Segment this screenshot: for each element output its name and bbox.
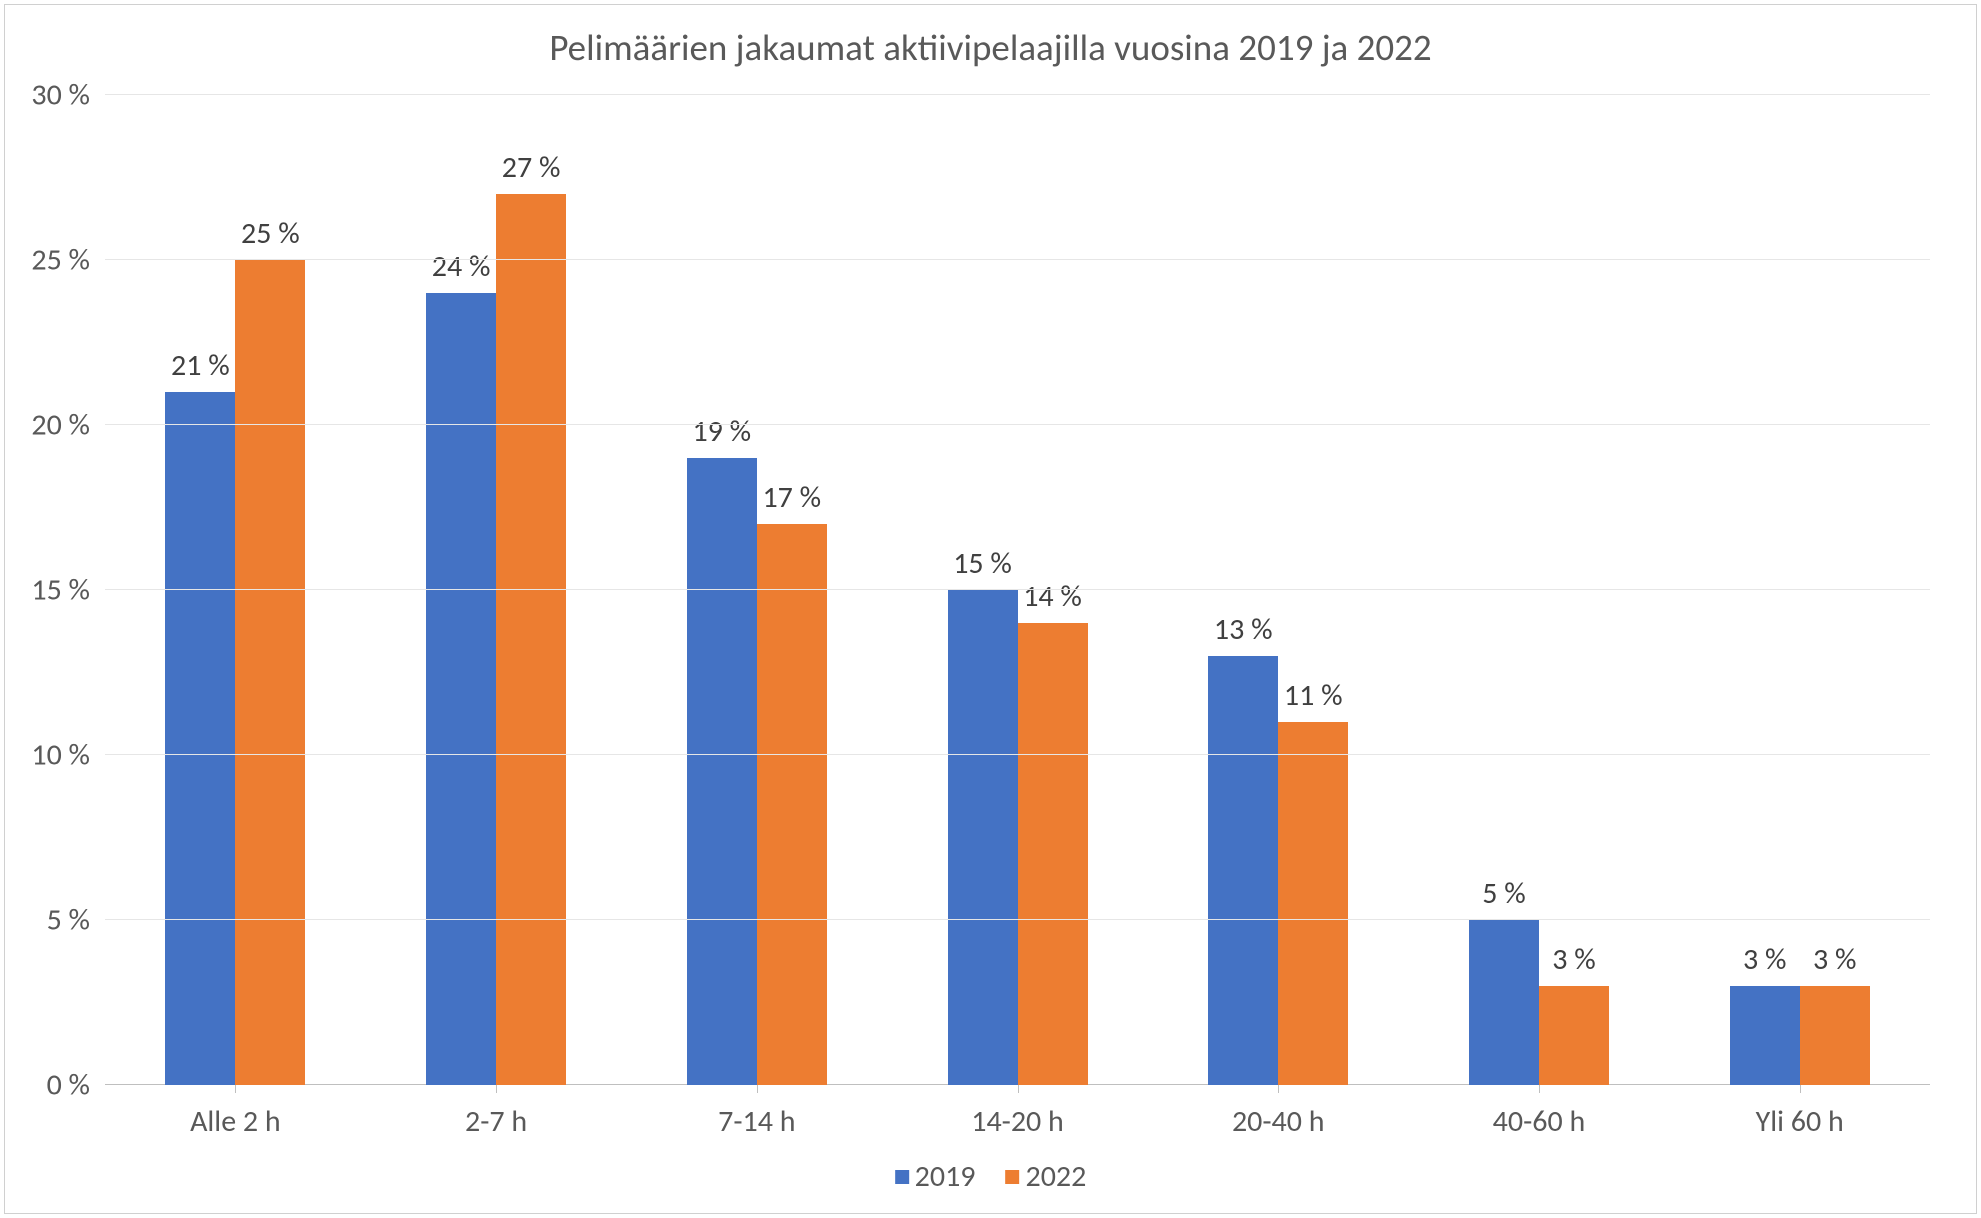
plot-area: 21 %25 %Alle 2 h24 %27 %2-7 h19 %17 %7-1… [105,95,1930,1085]
bar-2022: 17 % [757,524,827,1085]
legend-item-2022: 2022 [1006,1158,1087,1195]
bar-2019: 3 % [1730,986,1800,1085]
category-group: 3 %3 %Yli 60 h [1669,95,1930,1085]
category-group: 5 %3 %40-60 h [1409,95,1670,1085]
chart-title: Pelimäärien jakaumat aktiivipelaajilla v… [5,5,1976,70]
legend-swatch [895,1170,909,1184]
category-group: 13 %11 %20-40 h [1148,95,1409,1085]
grid-line [105,754,1930,755]
y-axis-label: 10 % [31,737,105,774]
x-axis-label: 2-7 h [465,1103,527,1140]
x-axis-label: Yli 60 h [1756,1103,1844,1140]
bar-2022: 14 % [1018,623,1088,1085]
bar-2022: 27 % [496,194,566,1085]
bar-2022: 25 % [235,260,305,1085]
legend-swatch [1006,1170,1020,1184]
y-axis-label: 0 % [47,1067,105,1104]
category-group: 19 %17 %7-14 h [626,95,887,1085]
bar-data-label: 27 % [502,149,561,186]
bar-2019: 5 % [1469,920,1539,1085]
x-axis-tick [235,1085,236,1093]
grid-line [105,589,1930,590]
x-axis-label: 14-20 h [971,1103,1064,1140]
x-axis-label: 7-14 h [718,1103,795,1140]
x-axis-tick [1539,1085,1540,1093]
category-group: 24 %27 %2-7 h [366,95,627,1085]
legend: 2019 2022 [895,1158,1087,1195]
bar-data-label: 24 % [432,248,491,285]
bar-2022: 11 % [1278,722,1348,1085]
grid-line [105,919,1930,920]
legend-item-2019: 2019 [895,1158,976,1195]
bar-data-label: 21 % [171,347,230,384]
grid-line [105,424,1930,425]
x-axis-tick [496,1085,497,1093]
bar-2022: 3 % [1539,986,1609,1085]
x-axis-label: 40-60 h [1493,1103,1586,1140]
x-axis-tick [1800,1085,1801,1093]
bar-data-label: 13 % [1214,611,1273,648]
y-axis-label: 15 % [31,572,105,609]
bar-data-label: 17 % [762,479,821,516]
bar-2019: 13 % [1208,656,1278,1085]
bars-area: 21 %25 %Alle 2 h24 %27 %2-7 h19 %17 %7-1… [105,95,1930,1085]
bar-data-label: 15 % [953,545,1012,582]
bar-2019: 19 % [687,458,757,1085]
legend-label: 2022 [1026,1158,1087,1195]
y-axis-label: 20 % [31,407,105,444]
bar-data-label: 25 % [241,215,300,252]
legend-label: 2019 [915,1158,976,1195]
bar-data-label: 3 % [1743,941,1786,978]
bar-data-label: 14 % [1023,578,1082,615]
bar-data-label: 11 % [1284,677,1343,714]
bar-2022: 3 % [1800,986,1870,1085]
bar-data-label: 19 % [692,413,751,450]
x-axis-tick [1278,1085,1279,1093]
category-group: 21 %25 %Alle 2 h [105,95,366,1085]
bar-data-label: 5 % [1482,875,1525,912]
grid-line [105,94,1930,95]
chart-container: Pelimäärien jakaumat aktiivipelaajilla v… [4,4,1977,1214]
bar-data-label: 3 % [1813,941,1856,978]
y-axis-label: 30 % [31,77,105,114]
category-group: 15 %14 %14-20 h [887,95,1148,1085]
bar-2019: 21 % [165,392,235,1085]
bar-2019: 24 % [426,293,496,1085]
x-axis-tick [757,1085,758,1093]
y-axis-label: 5 % [47,902,105,939]
bar-data-label: 3 % [1552,941,1595,978]
x-axis-label: 20-40 h [1232,1103,1325,1140]
grid-line [105,259,1930,260]
bar-2019: 15 % [948,590,1018,1085]
x-axis-label: Alle 2 h [190,1103,281,1140]
y-axis-label: 25 % [31,242,105,279]
x-axis-tick [1018,1085,1019,1093]
